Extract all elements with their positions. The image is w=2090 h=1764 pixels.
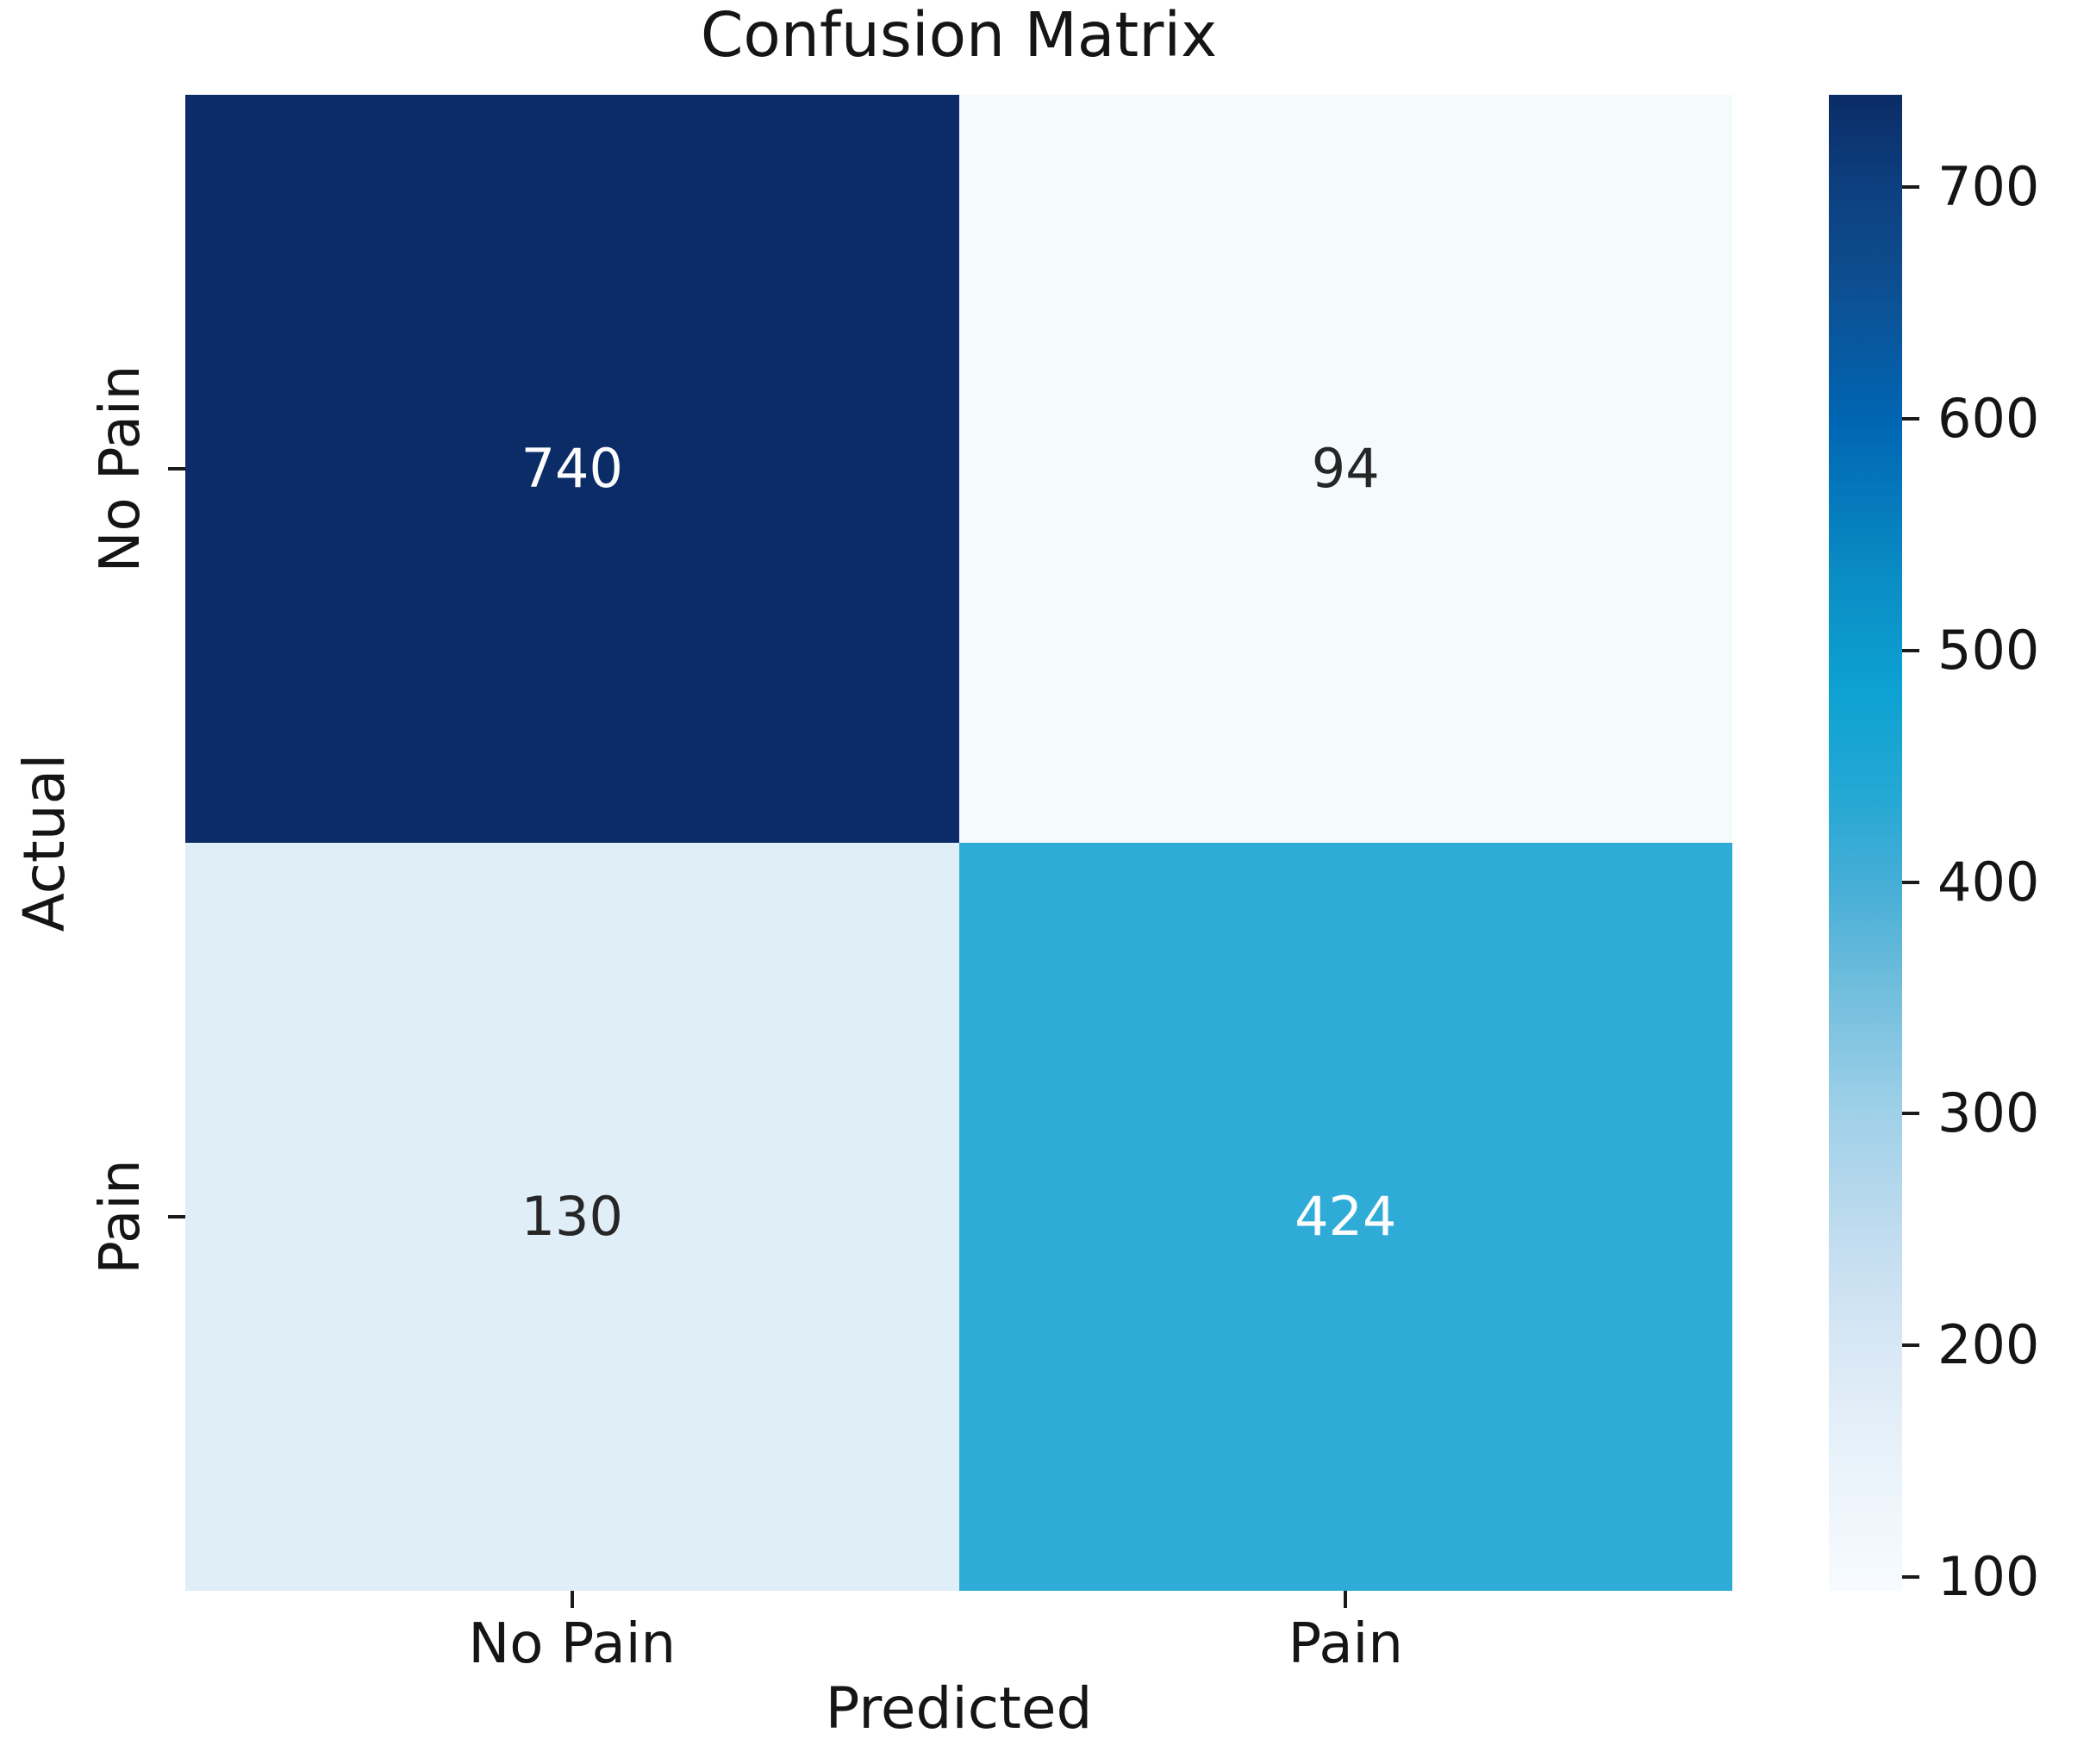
y-axis-label: Actual (11, 753, 78, 932)
colorbar-tick-mark (1902, 1574, 1919, 1579)
colorbar-tick-mark (1902, 185, 1919, 190)
cell-value: 94 (1311, 437, 1380, 500)
colorbar-tick-mark (1902, 648, 1919, 652)
colorbar (1829, 95, 1902, 1591)
colorbar-tick-label: 500 (1937, 618, 2040, 682)
heatmap-cell-no-pain-no-pain: 740 (185, 95, 959, 843)
cell-value: 130 (521, 1185, 623, 1248)
colorbar-tick-label: 300 (1937, 1081, 2040, 1145)
x-tick-mark (1344, 1591, 1348, 1608)
heatmap-grid: 740 94 130 424 (185, 95, 1732, 1591)
colorbar-tick-label: 100 (1937, 1544, 2040, 1608)
x-axis-label: Predicted (825, 1675, 1093, 1742)
cell-value: 740 (521, 437, 623, 500)
colorbar-tick-label: 700 (1937, 155, 2040, 219)
colorbar-tick-label: 600 (1937, 387, 2040, 451)
y-tick-label: No Pain (89, 365, 153, 573)
x-tick-mark (570, 1591, 574, 1608)
colorbar-tick-mark (1902, 880, 1919, 884)
colorbar-tick-mark (1902, 1343, 1919, 1348)
y-tick-mark (168, 467, 185, 471)
heatmap-cell-pain-no-pain: 130 (185, 843, 959, 1591)
y-tick-label: Pain (89, 1159, 153, 1275)
colorbar-tick-label: 200 (1937, 1313, 2040, 1377)
y-tick-mark (168, 1215, 185, 1219)
heatmap-cell-pain-pain: 424 (958, 843, 1732, 1591)
x-tick-label: No Pain (468, 1612, 677, 1676)
colorbar-tick-mark (1902, 417, 1919, 421)
colorbar-tick-label: 400 (1937, 850, 2040, 913)
heatmap-cell-no-pain-pain: 94 (958, 95, 1732, 843)
x-tick-label: Pain (1288, 1612, 1403, 1676)
chart-title: Confusion Matrix (700, 0, 1218, 71)
cell-value: 424 (1295, 1185, 1397, 1248)
colorbar-tick-mark (1902, 1112, 1919, 1116)
